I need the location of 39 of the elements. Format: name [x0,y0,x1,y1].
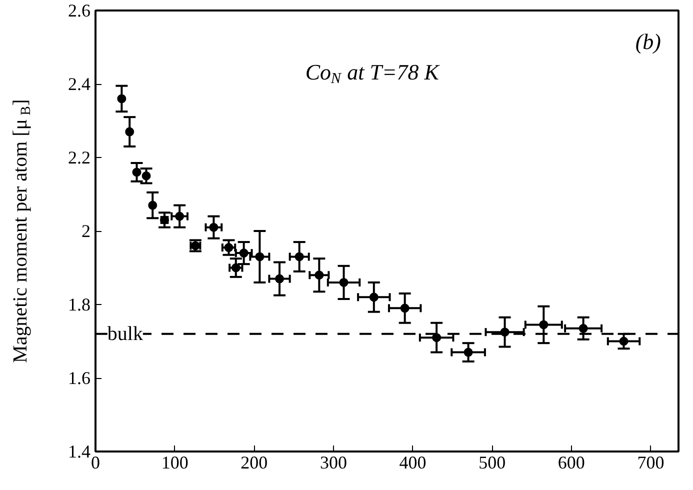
x-tick-label: 700 [637,452,664,472]
point [464,348,473,357]
x-tick-label: 200 [240,452,268,472]
point [339,278,348,287]
y-tick-label: 2.4 [68,74,90,94]
point [239,248,248,258]
point [619,336,628,346]
y-tick-label: 1.8 [68,294,90,314]
y-tick-label: 2.2 [68,148,90,168]
x-tick-label: 300 [320,452,347,472]
point [369,292,378,302]
y-tick-label: 2 [82,221,90,241]
point [578,324,588,333]
y-tick-label: 1.6 [68,368,90,388]
point [400,304,410,313]
x-tick-label: 500 [478,452,506,472]
point [132,168,142,177]
x-tick-label: 600 [558,452,585,472]
point [209,222,218,232]
y-tick-label: 1.4 [68,442,90,462]
point [294,252,304,262]
point [539,320,548,330]
x-tick-label: 400 [399,452,426,472]
point [314,270,324,280]
point [231,263,240,272]
point [142,171,151,180]
x-tick-label: 0 [91,452,100,472]
point [175,212,184,221]
point [500,328,510,337]
point [125,127,134,136]
point [117,94,126,104]
point [255,252,264,262]
x-tick-label: 100 [161,452,188,472]
annotation: (b) [635,28,662,54]
y-axis-title: Magnetic moment per atom [μB] [10,99,34,363]
ref-line-label: bulk [107,322,143,345]
point [148,200,158,210]
point [275,274,284,284]
y-tick-label: 2.6 [68,0,90,20]
